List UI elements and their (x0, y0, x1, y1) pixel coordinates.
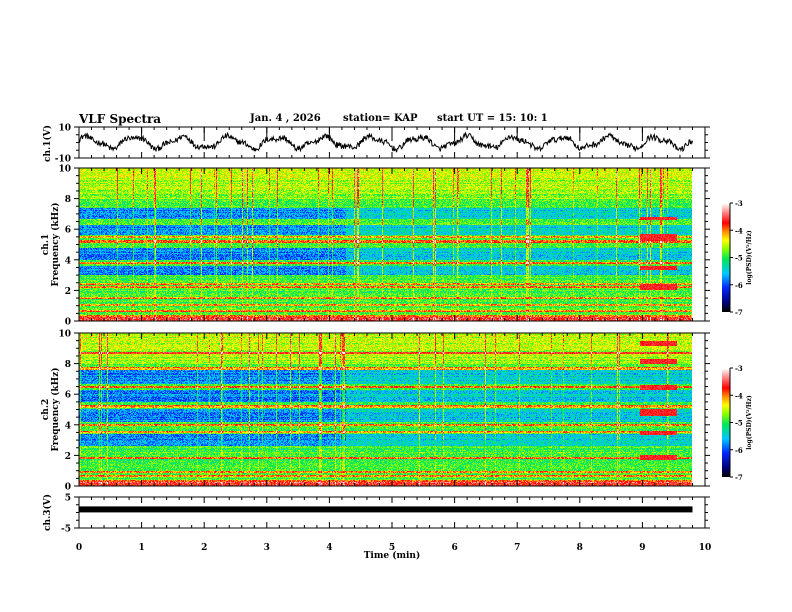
spec1-colorbar-tick-label: -5 (735, 254, 743, 263)
spec1-ytick-label: 4 (65, 256, 71, 266)
spec1-colorbar-tick-label: -7 (735, 308, 743, 317)
x-tick-label: 10 (699, 543, 712, 553)
x-tick-label: 3 (264, 543, 270, 553)
spec1-ytick-label: 10 (58, 165, 71, 175)
spec2-colorbar-tick-label: -5 (735, 419, 743, 428)
spec2-ylabel: Frequency (kHz) (50, 367, 61, 451)
x-tick-label: 8 (577, 543, 583, 553)
spec1-ylabel: Frequency (kHz) (50, 202, 61, 286)
spec1-colorbar-tick-label: -3 (735, 199, 743, 208)
ch2-spectrogram-image (79, 333, 693, 486)
ch1-ytick-label: 10 (58, 124, 71, 134)
x-tick-label: 6 (451, 543, 457, 553)
ch2-colorbar (722, 368, 730, 477)
x-tick-label: 9 (639, 543, 645, 553)
panel-frame-s1 (78, 167, 706, 322)
spec1-ytick-label: 0 (65, 318, 71, 328)
ch1-ytick-label: -10 (55, 155, 71, 165)
date-label: Jan. 4 , 2026 (250, 113, 321, 124)
ch3-ytick-label: -5 (61, 525, 71, 535)
start-time-label: start UT = 15: 10: 1 (437, 113, 548, 124)
spec2-colorbar-label: log(PSD)(V²/Hz) (746, 395, 753, 450)
spec1-ytick-label: 8 (65, 195, 71, 205)
ch1-colorbar (722, 203, 730, 312)
spec2-ytick-label: 4 (65, 421, 71, 431)
title: VLF Spectra (79, 112, 162, 126)
x-tick-label: 2 (201, 543, 207, 553)
spec2-colorbar-tick-label: -7 (735, 473, 743, 482)
panel-frame-s2 (78, 332, 706, 487)
ch3-waveform-line (79, 506, 693, 513)
x-tick-label: 4 (326, 543, 332, 553)
x-tick-label: 7 (514, 543, 520, 553)
x-tick-label: 5 (389, 543, 395, 553)
spec1-colorbar-tick-label: -4 (735, 226, 743, 235)
x-tick-label: 0 (76, 543, 82, 553)
ch3-ytick-label: 5 (65, 494, 71, 504)
spec2-ytick-label: 2 (65, 452, 71, 462)
spec1-channel-label: ch.1 (41, 234, 51, 255)
station-label: station= KAP (343, 113, 418, 124)
spec2-ytick-label: 6 (65, 391, 71, 401)
ch1-spectrogram-image (79, 168, 693, 321)
x-tick-label: 1 (138, 543, 144, 553)
spec2-ytick-label: 0 (65, 483, 71, 493)
spec2-colorbar-tick-label: -3 (735, 364, 743, 373)
spec1-colorbar-label: log(PSD)(V²/Hz) (746, 230, 753, 285)
spec2-ytick-label: 10 (58, 330, 71, 340)
spec1-ytick-label: 6 (65, 226, 71, 236)
spec2-colorbar-tick-label: -6 (735, 446, 743, 455)
ch3-ylabel: ch.3(V) (42, 494, 53, 531)
spec1-ytick-label: 2 (65, 287, 71, 297)
x-axis-label: Time (min) (364, 550, 421, 561)
ch1-waveform-line (78, 131, 693, 153)
spec1-colorbar-tick-label: -6 (735, 281, 743, 290)
spec2-colorbar-tick-label: -4 (735, 391, 743, 400)
spec2-ytick-label: 8 (65, 360, 71, 370)
spec2-channel-label: ch.2 (41, 399, 51, 420)
ch1-ylabel: ch.1(V) (42, 125, 53, 162)
